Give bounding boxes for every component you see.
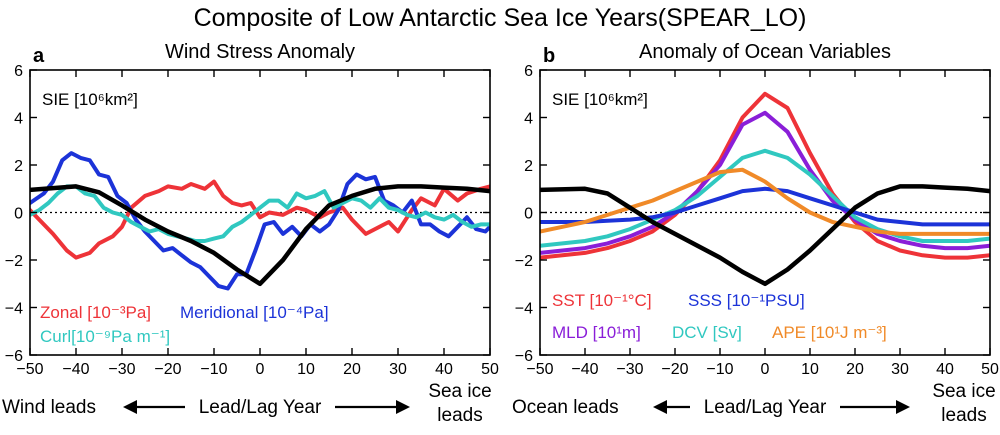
series-group bbox=[540, 91, 990, 287]
y-tick-label: 2 bbox=[14, 158, 23, 175]
right-arrow-label-line1: Sea ice bbox=[428, 381, 491, 402]
y-tick-label: −2 bbox=[515, 253, 533, 270]
x-tick-label: −40 bbox=[571, 361, 598, 378]
panel-title: Wind Stress Anomaly bbox=[165, 41, 355, 63]
series-group bbox=[30, 151, 490, 291]
x-tick-label: −20 bbox=[154, 361, 181, 378]
right-arrow-label-line1: Sea ice bbox=[932, 381, 995, 402]
x-tick-label: −20 bbox=[661, 361, 688, 378]
legend-meridional: Meridional [10⁻⁴Pa] bbox=[180, 303, 329, 322]
x-tick-label: −40 bbox=[62, 361, 89, 378]
x-tick-label: −10 bbox=[706, 361, 733, 378]
series-line-sss bbox=[540, 186, 990, 227]
right-arrow-label-line2: leads bbox=[941, 405, 986, 426]
panel-title: Anomaly of Ocean Variables bbox=[639, 41, 891, 63]
y-tick-label: 4 bbox=[524, 111, 533, 128]
legend-dcv: DCV [Sv] bbox=[672, 323, 742, 342]
left-arrow-label: Wind leads bbox=[2, 397, 96, 418]
right-arrow-label-line2: leads bbox=[437, 405, 482, 426]
legend-curl: Curl[10⁻⁹Pa m⁻¹] bbox=[40, 327, 170, 346]
panel-letter: a bbox=[33, 45, 45, 67]
right-arrowhead bbox=[896, 400, 910, 414]
y-tick-label: 2 bbox=[524, 158, 533, 175]
legend-zonal: Zonal [10⁻³Pa] bbox=[40, 303, 151, 322]
y-tick-label: 0 bbox=[524, 206, 533, 223]
x-tick-label: 50 bbox=[481, 361, 499, 378]
sie-unit-label: SIE [10⁶km²] bbox=[42, 90, 138, 109]
right-arrowhead bbox=[396, 400, 410, 414]
x-tick-label: −50 bbox=[16, 361, 43, 378]
left-arrow-label: Ocean leads bbox=[512, 397, 619, 418]
x-tick-label: 40 bbox=[435, 361, 453, 378]
series-line-sst bbox=[540, 91, 990, 260]
y-tick-label: 6 bbox=[14, 63, 23, 80]
y-tick-label: −6 bbox=[515, 348, 533, 365]
x-tick-label: 20 bbox=[343, 361, 361, 378]
legend-mld: MLD [10¹m] bbox=[552, 323, 641, 342]
y-tick-label: −4 bbox=[5, 301, 23, 318]
x-axis-label: Lead/Lag Year bbox=[704, 397, 827, 418]
y-tick-label: 6 bbox=[524, 63, 533, 80]
legend-sss: SSS [10⁻¹PSU] bbox=[688, 291, 805, 310]
x-tick-label: −30 bbox=[616, 361, 643, 378]
x-tick-label: 20 bbox=[846, 361, 864, 378]
series-line-sie bbox=[30, 184, 490, 287]
x-tick-label: 10 bbox=[801, 361, 819, 378]
y-tick-label: 4 bbox=[14, 111, 23, 128]
x-tick-label: 30 bbox=[891, 361, 909, 378]
y-tick-label: −4 bbox=[515, 301, 533, 318]
series-line-mld bbox=[540, 110, 990, 255]
x-tick-label: 0 bbox=[256, 361, 265, 378]
panel-letter: b bbox=[543, 45, 555, 67]
y-tick-label: −6 bbox=[5, 348, 23, 365]
series-line-sie bbox=[540, 184, 990, 287]
legend-ape: APE [10¹J m⁻³] bbox=[772, 323, 887, 342]
x-tick-label: −50 bbox=[526, 361, 553, 378]
legend-sst: SST [10⁻¹°C] bbox=[552, 291, 652, 310]
series-line-ape bbox=[540, 167, 990, 236]
series-line-curl bbox=[30, 184, 490, 243]
figure-title: Composite of Low Antarctic Sea Ice Years… bbox=[194, 4, 807, 32]
left-arrowhead bbox=[123, 400, 137, 414]
series-line-meridional bbox=[30, 151, 490, 291]
x-tick-label: −30 bbox=[108, 361, 135, 378]
x-tick-label: 40 bbox=[936, 361, 954, 378]
series-line-dcv bbox=[540, 148, 990, 248]
x-axis-label: Lead/Lag Year bbox=[199, 397, 322, 418]
y-tick-label: −2 bbox=[5, 253, 23, 270]
y-tick-label: 0 bbox=[14, 206, 23, 223]
left-arrowhead bbox=[653, 400, 667, 414]
x-tick-label: 30 bbox=[389, 361, 407, 378]
x-tick-label: 10 bbox=[297, 361, 315, 378]
x-tick-label: 50 bbox=[981, 361, 999, 378]
x-tick-label: −10 bbox=[200, 361, 227, 378]
sie-unit-label: SIE [10⁶km²] bbox=[552, 90, 648, 109]
x-tick-label: 0 bbox=[761, 361, 770, 378]
